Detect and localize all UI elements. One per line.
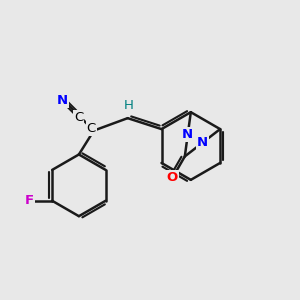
Text: N: N <box>197 136 208 149</box>
Text: O: O <box>167 172 178 184</box>
Text: H: H <box>124 99 134 112</box>
Text: F: F <box>25 194 34 207</box>
Text: N: N <box>57 94 68 106</box>
Text: C: C <box>74 111 83 124</box>
Text: C: C <box>87 122 96 135</box>
Text: N: N <box>182 128 194 141</box>
